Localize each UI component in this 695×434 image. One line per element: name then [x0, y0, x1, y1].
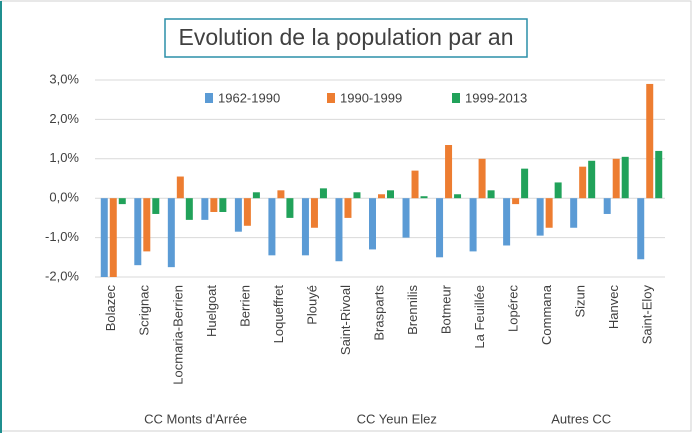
bar [469, 198, 477, 252]
bar [219, 198, 227, 212]
x-tick-label: Saint-Rivoal [338, 285, 353, 355]
bar [445, 145, 453, 199]
x-tick-label: Botmeur [438, 284, 453, 334]
bar [621, 156, 629, 199]
bar [487, 190, 495, 199]
bar [387, 190, 394, 199]
bar [286, 198, 294, 218]
bar [301, 198, 309, 256]
bar [152, 198, 160, 214]
x-tick-label: Scrignac [137, 285, 152, 336]
bar [335, 198, 343, 262]
bar [210, 198, 218, 212]
x-tick-label: La Feuillée [472, 285, 487, 349]
x-tick-label: Sizun [573, 285, 588, 318]
bar [545, 198, 553, 228]
bar [512, 198, 520, 205]
group-label: CC Monts d'Arrée [144, 411, 247, 426]
bar [436, 198, 444, 258]
bar [201, 198, 209, 220]
x-tick-label: Bolazec [103, 285, 118, 332]
bar [646, 83, 654, 199]
bar [344, 198, 352, 218]
group-label: Autres CC [551, 411, 611, 426]
legend-label: 1999-2013 [465, 90, 527, 105]
x-tick-label: Huelgoat [204, 285, 219, 337]
x-tick-label: Berrien [237, 285, 252, 327]
legend-label: 1990-1999 [340, 90, 402, 105]
x-tick-label: Saint-Eloy [640, 285, 655, 345]
legend-swatch [205, 93, 213, 103]
y-tick-label: 2,0% [49, 111, 79, 126]
x-tick-label: Lopérec [506, 285, 521, 332]
legend-label: 1962-1990 [218, 90, 280, 105]
bar [588, 160, 596, 199]
legend-swatch [327, 93, 335, 103]
x-tick-label: Locmaria-Berrien [170, 285, 185, 385]
bar [521, 168, 529, 199]
bar [277, 190, 285, 199]
bar [185, 198, 193, 220]
x-tick-label: Plouyé [304, 285, 319, 325]
legend-swatch [452, 93, 460, 103]
title-box [164, 18, 528, 58]
bar [353, 192, 361, 199]
chart-title: Evolution de la population par an [178, 24, 513, 50]
bar [411, 170, 419, 199]
bar [268, 198, 276, 256]
x-tick-label: Brasparts [371, 285, 386, 341]
y-tick-label: 1,0% [49, 150, 79, 165]
bar [109, 198, 117, 277]
bar [252, 192, 260, 199]
bar [579, 166, 587, 199]
bar [167, 198, 175, 268]
bar [369, 198, 376, 250]
y-tick-label: -2,0% [45, 268, 79, 283]
bar [655, 150, 663, 199]
bar [420, 196, 428, 199]
bar [243, 198, 251, 226]
x-tick-label: Hanvec [606, 285, 621, 330]
x-tick-label: Loqueffret [271, 285, 286, 344]
bar [402, 198, 410, 238]
bar [478, 158, 486, 199]
bar [637, 198, 645, 260]
bar [134, 198, 142, 266]
bar [176, 176, 184, 199]
bar [554, 182, 562, 199]
bar [570, 198, 578, 228]
y-tick-label: 3,0% [49, 71, 79, 86]
x-tick-label: Commana [539, 284, 554, 345]
bar [118, 198, 126, 205]
bar [319, 188, 327, 199]
bar [536, 198, 544, 236]
y-tick-label: -1,0% [45, 229, 79, 244]
bar [100, 198, 108, 277]
group-label: CC Yeun Elez [357, 411, 437, 426]
bar [503, 198, 511, 246]
bar [310, 198, 318, 228]
bar [454, 194, 462, 199]
bar [603, 198, 611, 214]
bar [378, 194, 385, 199]
x-tick-label: Brennilis [405, 285, 420, 335]
bar [143, 198, 151, 252]
bar [234, 198, 242, 232]
bar [612, 158, 620, 199]
y-tick-label: 0,0% [49, 190, 79, 205]
